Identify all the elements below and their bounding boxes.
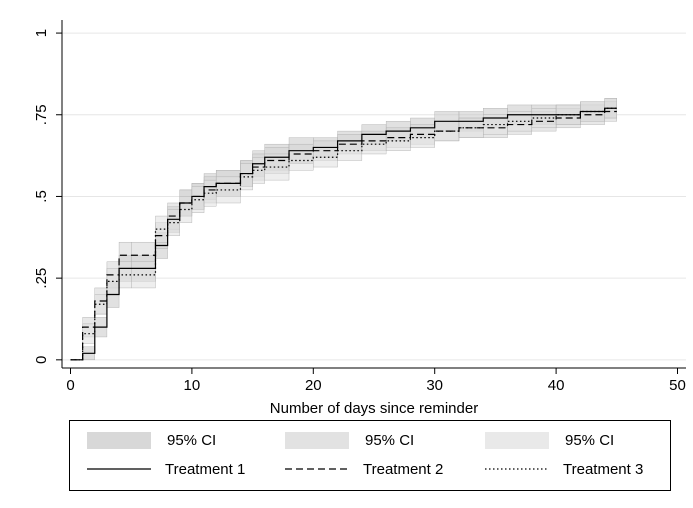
x-tick-label: 20 [305,377,322,394]
legend-label: Treatment 1 [165,461,245,478]
x-tick-label: 0 [66,377,74,394]
y-tick-label: .25 [33,268,50,289]
legend-ci-label: 95% CI [167,432,216,449]
legend-ci-swatch [87,432,151,449]
legend-ci-swatch [285,432,349,449]
legend-ci-label: 95% CI [365,432,414,449]
x-tick-label: 10 [184,377,201,394]
legend-ci-label: 95% CI [565,432,614,449]
step-line [70,107,617,361]
ci-band [155,215,168,243]
y-tick-label: .75 [33,104,50,125]
ci-band [361,134,387,155]
x-tick-label: 40 [548,377,565,394]
ci-band [203,179,217,207]
ci-band [130,261,156,289]
legend-label: Treatment 3 [563,461,643,478]
x-tick-label: 30 [426,377,443,394]
y-tick-label: 0 [33,356,50,364]
x-axis-label: Number of days since reminder [270,400,478,417]
y-tick-label: .5 [33,190,50,203]
ci-band [118,261,132,289]
x-tick-label: 50 [669,377,686,394]
legend-box [69,420,671,491]
ci-band [191,186,205,213]
legend-label: Treatment 2 [363,461,443,478]
ci-band [531,108,557,129]
y-tick-label: 1 [33,29,50,37]
ci-band [264,153,290,181]
ci-band [410,127,435,148]
legend-ci-swatch [485,432,549,449]
ci-band [215,176,241,204]
ci-band [240,163,253,191]
ci-band [94,294,108,315]
ci-band [385,130,411,151]
